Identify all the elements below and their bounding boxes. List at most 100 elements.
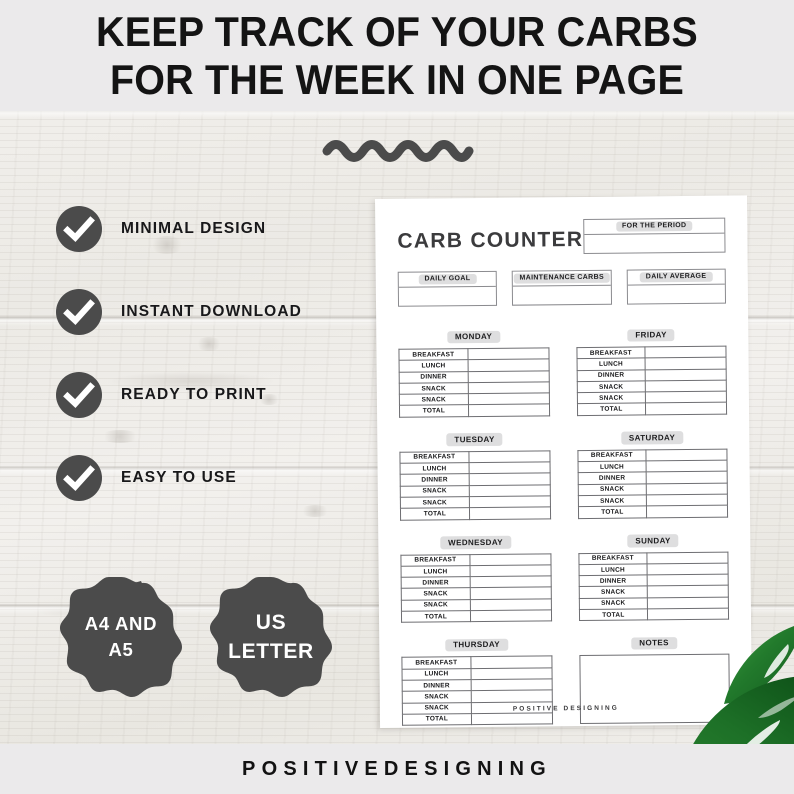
- meal-value[interactable]: [468, 461, 550, 474]
- daily-average-label: DAILY AVERAGE: [639, 272, 713, 283]
- brand-banner: POSITIVEDESIGNING: [0, 744, 794, 794]
- for-the-period-value[interactable]: [584, 234, 724, 253]
- week-grid: MONDAY BREAKFAST LUNCH DINNER SNACK SNAC…: [398, 324, 731, 726]
- meal-label: LUNCH: [578, 563, 648, 576]
- meal-label: DINNER: [400, 473, 470, 486]
- meal-value[interactable]: [646, 505, 728, 518]
- meal-label: LUNCH: [577, 460, 647, 473]
- daily-goal-field[interactable]: DAILY GOAL: [397, 270, 498, 307]
- meal-value[interactable]: [645, 368, 727, 381]
- meal-label: SNACK: [399, 393, 469, 406]
- feature-label: EASY TO USE: [121, 469, 237, 486]
- badge-line-2: A5: [108, 639, 134, 660]
- notes-title: NOTES: [579, 632, 730, 651]
- meal-value[interactable]: [646, 471, 728, 484]
- meal-value[interactable]: [470, 678, 552, 691]
- meal-value[interactable]: [468, 404, 550, 417]
- meal-value[interactable]: [468, 393, 549, 406]
- meal-value[interactable]: [647, 562, 729, 576]
- meal-label: TOTAL: [578, 608, 648, 621]
- meal-value[interactable]: [468, 473, 550, 486]
- meal-value[interactable]: [645, 357, 727, 370]
- daily-goal-value[interactable]: [399, 287, 496, 306]
- feature-label: MINIMAL DESIGN: [121, 220, 267, 237]
- meal-value[interactable]: [645, 391, 727, 404]
- meal-value[interactable]: [470, 656, 552, 669]
- meal-value[interactable]: [647, 608, 729, 621]
- table-row: TOTAL: [576, 402, 727, 416]
- meal-value[interactable]: [469, 507, 551, 520]
- meal-label: TOTAL: [577, 506, 647, 519]
- daily-average-label-row: DAILY AVERAGE: [627, 269, 725, 286]
- meal-value[interactable]: [470, 609, 552, 622]
- badge-us-letter-text: US LETTER: [208, 576, 334, 698]
- meal-value[interactable]: [469, 553, 551, 566]
- check-icon: [56, 372, 102, 418]
- meal-label: SNACK: [576, 392, 646, 405]
- meal-label: SNACK: [576, 380, 646, 393]
- meal-value[interactable]: [468, 450, 550, 463]
- day-block-monday: MONDAY BREAKFAST LUNCH DINNER SNACK SNAC…: [398, 325, 550, 418]
- meal-value[interactable]: [645, 346, 727, 359]
- meal-value[interactable]: [647, 574, 729, 587]
- day-label: MONDAY: [446, 330, 501, 344]
- daily-average-value[interactable]: [627, 285, 724, 304]
- meal-value[interactable]: [646, 482, 728, 495]
- meal-value[interactable]: [645, 402, 727, 415]
- meal-label: SNACK: [577, 483, 647, 496]
- table-row: TOTAL: [401, 609, 552, 623]
- notes-input[interactable]: [578, 653, 731, 724]
- meal-value[interactable]: [647, 551, 729, 564]
- meal-value[interactable]: [467, 359, 549, 372]
- meal-value[interactable]: [646, 494, 728, 507]
- for-the-period-label: FOR THE PERIOD: [615, 221, 693, 232]
- maintenance-carbs-field[interactable]: MAINTENANCE CARBS: [512, 269, 612, 306]
- meal-label: DINNER: [402, 679, 471, 692]
- meal-label: SNACK: [578, 586, 648, 599]
- meal-label: BREAKFAST: [577, 449, 647, 462]
- meal-value[interactable]: [470, 690, 552, 703]
- meal-label: SNACK: [402, 690, 472, 703]
- meal-value[interactable]: [470, 667, 552, 680]
- meal-value[interactable]: [647, 585, 729, 598]
- meal-value[interactable]: [645, 380, 727, 393]
- meal-value[interactable]: [646, 460, 728, 473]
- day-title: SATURDAY: [577, 426, 728, 445]
- meal-label: TOTAL: [402, 713, 472, 726]
- check-icon: [56, 206, 102, 252]
- list-item: INSTANT DOWNLOAD: [56, 288, 356, 336]
- maintenance-carbs-value[interactable]: [513, 286, 610, 305]
- for-the-period-field[interactable]: FOR THE PERIOD: [583, 217, 726, 255]
- meal-value[interactable]: [469, 484, 550, 497]
- meal-value[interactable]: [470, 587, 551, 600]
- notes-label: NOTES: [631, 636, 677, 650]
- daily-average-field[interactable]: DAILY AVERAGE: [626, 268, 727, 305]
- meal-value[interactable]: [470, 598, 551, 611]
- table-row: TOTAL: [578, 608, 729, 621]
- badge-us-letter: US LETTER: [208, 576, 334, 698]
- meal-value[interactable]: [468, 381, 549, 394]
- daily-goal-label-row: DAILY GOAL: [398, 271, 497, 288]
- feature-label: READY TO PRINT: [121, 386, 267, 403]
- meal-label: SNACK: [401, 588, 471, 601]
- meal-value[interactable]: [469, 575, 551, 589]
- meal-label: SNACK: [401, 599, 471, 612]
- meal-value[interactable]: [467, 347, 549, 360]
- badge-a4-a5: A4 AND A5: [58, 576, 184, 698]
- meal-value[interactable]: [467, 370, 549, 383]
- meal-value[interactable]: [646, 448, 728, 461]
- meal-label: BREAKFAST: [398, 348, 468, 361]
- wood-knot: [196, 337, 222, 351]
- wood-knot: [300, 505, 330, 517]
- meal-label: LUNCH: [400, 462, 469, 475]
- day-title: WEDNESDAY: [400, 531, 551, 550]
- meal-value[interactable]: [469, 564, 551, 577]
- check-icon: [56, 455, 102, 501]
- day-title: THURSDAY: [401, 634, 552, 653]
- meal-value[interactable]: [469, 495, 550, 508]
- doc-title: CARB COUNTER: [397, 228, 584, 253]
- day-title: SUNDAY: [578, 529, 729, 548]
- meal-value[interactable]: [471, 712, 553, 725]
- meal-value[interactable]: [647, 596, 729, 609]
